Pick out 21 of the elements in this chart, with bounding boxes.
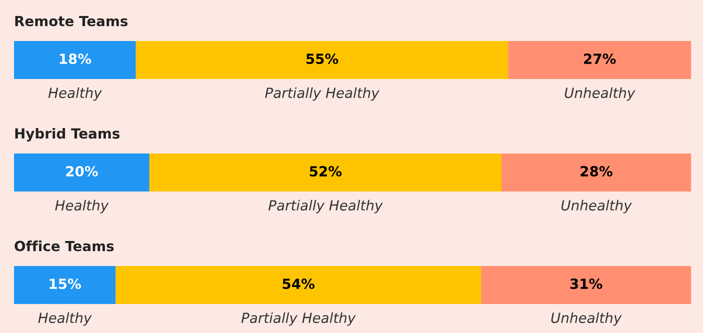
series-label: Unhealthy xyxy=(564,87,636,101)
chart-title: Hybrid Teams xyxy=(15,128,120,142)
data-label: 20% xyxy=(66,166,98,177)
series-label: Partially Healthy xyxy=(268,200,383,214)
data-label: 27% xyxy=(584,54,616,64)
series-label: Partially Healthy xyxy=(241,312,356,326)
data-label: 52% xyxy=(310,166,342,177)
data-label: 55% xyxy=(306,54,338,64)
data-label: 15% xyxy=(50,278,81,290)
series-label: Healthy xyxy=(48,87,102,101)
chart-title: Office Teams xyxy=(14,240,114,252)
data-label: 28% xyxy=(580,166,612,177)
data-label: 18% xyxy=(60,54,92,64)
series-label: Partially Healthy xyxy=(265,87,380,101)
series-label: Healthy xyxy=(55,200,109,214)
data-label: 54% xyxy=(282,278,315,290)
series-label: Unhealthy xyxy=(561,200,632,214)
series-label: Unhealthy xyxy=(551,312,622,326)
chart-title: Remote Teams xyxy=(15,16,128,26)
series-label: Healthy xyxy=(38,312,92,326)
data-label: 31% xyxy=(570,278,602,290)
